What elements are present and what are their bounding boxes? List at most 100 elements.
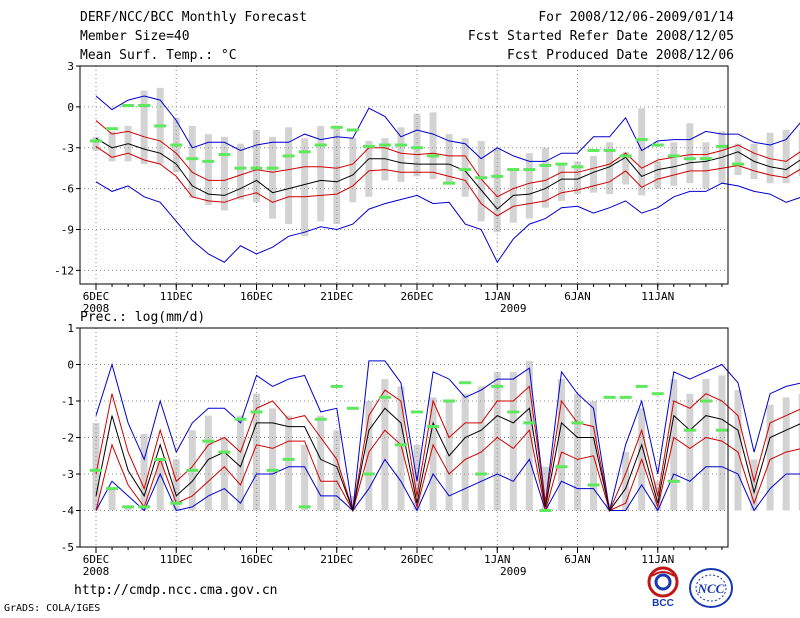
y-tick-label: 1 xyxy=(67,322,74,335)
spread-bar xyxy=(493,147,501,233)
y-tick-label: 0 xyxy=(67,359,74,372)
spread-bar xyxy=(429,397,437,511)
x-tick-label: 6JAN xyxy=(564,553,591,566)
spread-bar xyxy=(798,130,800,177)
max-line xyxy=(95,360,800,511)
spread-bar xyxy=(188,125,196,199)
forecast-period: For 2008/12/06-2009/01/14 xyxy=(538,10,734,25)
spread-bar xyxy=(525,360,533,511)
lower-quartile-line xyxy=(95,145,800,217)
y-tick-label: 3 xyxy=(67,60,74,73)
spread-bar xyxy=(140,90,148,165)
bcc-logo: BCC xyxy=(647,566,679,608)
y-tick-label: -3 xyxy=(61,468,74,481)
y-tick-label: -6 xyxy=(61,183,74,196)
y-tick-label: -12 xyxy=(54,264,74,277)
spread-bar xyxy=(509,371,517,511)
spread-bar xyxy=(606,503,614,511)
x-year-label: 2008 xyxy=(83,302,110,315)
x-year-label: 2009 xyxy=(500,302,527,315)
x-tick-label: 21DEC xyxy=(320,553,353,566)
spread-bar xyxy=(782,397,790,511)
spread-bar xyxy=(92,422,100,511)
spread-bar xyxy=(429,112,437,180)
spread-bar xyxy=(285,415,293,511)
spread-bar xyxy=(766,132,774,184)
spread-bar xyxy=(397,386,405,511)
x-tick-label: 1JAN xyxy=(484,553,511,566)
spread-bar xyxy=(317,415,325,511)
spread-bar xyxy=(333,430,341,511)
spread-bar xyxy=(285,127,293,225)
spread-bar xyxy=(301,138,309,237)
spread-bar xyxy=(381,379,389,511)
panel-2: 1 0 -1 -2 -3 -4 -5 6DEC 11DEC 16DEC 21DEC 26DEC 1JAN… xyxy=(61,322,800,578)
spread-bar xyxy=(108,488,116,511)
x-tick-label: 11DEC xyxy=(160,290,193,303)
spread-bar xyxy=(557,379,565,511)
median-line xyxy=(95,407,800,513)
ncc-logo-text: NCC xyxy=(697,581,725,596)
upper-quartile-line xyxy=(95,385,800,513)
spread-bar xyxy=(541,466,549,511)
spread-bar xyxy=(461,138,469,197)
spread-bar xyxy=(156,459,164,511)
spread-bar xyxy=(365,140,373,197)
spread-bar xyxy=(702,142,710,189)
spread-bar xyxy=(269,408,277,511)
spread-bar xyxy=(477,140,485,222)
panel-1: 3 0 -3 -6 -9 -12 6DEC 11DEC 16DEC 21DEC 26DEC 1JAN 6… xyxy=(54,60,800,315)
spread-bar xyxy=(686,123,694,184)
spread-bar xyxy=(236,143,244,200)
variable-label: Mean Surf. Temp.: °C xyxy=(80,48,237,63)
spread-bar xyxy=(397,127,405,182)
spread-bar xyxy=(622,151,630,185)
y-tick-label: -2 xyxy=(61,432,74,445)
spread-bar xyxy=(670,379,678,511)
spread-bar xyxy=(670,142,678,186)
chart-title: DERF/NCC/BCC Monthly Forecast xyxy=(80,10,307,25)
median-line xyxy=(95,137,800,210)
forecast-produced-date: Fcst Produced Date 2008/12/06 xyxy=(507,48,734,63)
spread-bar xyxy=(333,128,341,225)
forecast-started-date: Fcst Started Refer Date 2008/12/05 xyxy=(467,29,734,44)
spread-bar xyxy=(638,108,646,196)
x-tick-label: 16DEC xyxy=(240,553,273,566)
plot-frame xyxy=(79,65,729,285)
spread-bar xyxy=(413,444,421,511)
spread-bar xyxy=(220,136,228,211)
spread-bar xyxy=(269,136,277,219)
source-url[interactable]: http://cmdp.ncc.cma.gov.cn xyxy=(74,583,278,598)
y-tick-label: -3 xyxy=(61,142,74,155)
spread-bar xyxy=(766,404,774,511)
spread-bar xyxy=(574,161,581,195)
y-tick-label: -5 xyxy=(61,541,74,554)
spread-bar xyxy=(782,130,790,184)
upper-quartile-line xyxy=(95,120,800,198)
spread-bar xyxy=(301,444,309,511)
spread-bar xyxy=(702,379,710,511)
spread-bar xyxy=(734,143,742,175)
spread-bar xyxy=(349,495,357,511)
spread-bar xyxy=(590,155,598,193)
grads-credit: GrADS: COLA/IGES xyxy=(4,603,101,614)
x-tick-label: 26DEC xyxy=(400,553,433,566)
max-line xyxy=(95,95,800,162)
spread-bar xyxy=(541,147,549,208)
precip-label: Prec.: log(mm/d) xyxy=(80,310,206,325)
lower-quartile-line xyxy=(95,429,800,512)
spread-bar xyxy=(204,415,212,511)
spread-bar xyxy=(445,134,453,184)
spread-bar xyxy=(734,390,742,511)
spread-bar xyxy=(798,393,800,511)
x-tick-label: 26DEC xyxy=(400,290,433,303)
spread-bar xyxy=(525,153,533,219)
x-tick-label: 6DEC xyxy=(83,553,110,566)
spread-bar xyxy=(381,138,389,181)
spread-bar xyxy=(124,506,132,511)
spread-bar xyxy=(365,401,373,511)
min-line xyxy=(95,181,800,264)
x-tick-label: 6DEC xyxy=(83,290,110,303)
spread-bar xyxy=(204,134,212,205)
